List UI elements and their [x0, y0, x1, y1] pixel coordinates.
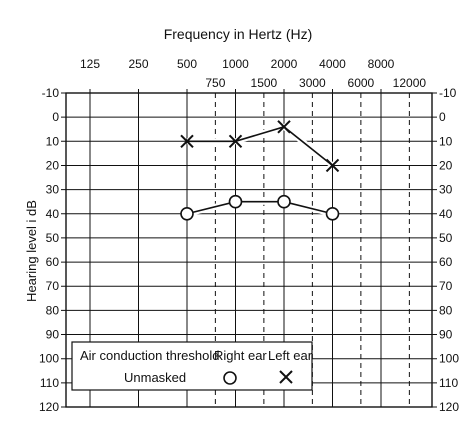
- chart-title: Frequency in Hertz (Hz): [164, 26, 313, 42]
- series-mask: [187, 123, 335, 168]
- x-tick-label-octave: 125: [80, 57, 100, 71]
- y-tick-label-left: -10: [42, 86, 60, 100]
- y-tick-label-right: 50: [439, 231, 453, 245]
- data-point-x: [180, 134, 194, 149]
- y-tick-label-left: 120: [39, 400, 59, 414]
- data-point-circle: [277, 194, 291, 209]
- data-point-circle: [180, 206, 194, 221]
- y-tick-label-left: 10: [46, 134, 60, 148]
- x-tick-label-octave: 250: [128, 57, 148, 71]
- y-tick-label-right: 90: [439, 328, 453, 342]
- y-tick-label-right: 40: [439, 207, 453, 221]
- y-axis-label: Hearing level i dB: [24, 200, 39, 302]
- x-tick-label-octave: 8000: [368, 57, 395, 71]
- y-tick-label-right: 30: [439, 183, 453, 197]
- y-tick-label-right: 80: [439, 303, 453, 317]
- legend-left-ear-label: Left ear: [268, 348, 313, 363]
- x-marker-stroke: [277, 120, 291, 134]
- data-point-x: [277, 120, 291, 134]
- x-tick-label-inter: 3000: [299, 76, 326, 90]
- y-tick-label-left: 70: [46, 279, 60, 293]
- x-tick-label-octave: 1000: [222, 57, 249, 71]
- legend: Air conduction threshold Unmasked Right …: [71, 341, 313, 391]
- y-tick-label-right: -10: [439, 86, 457, 100]
- x-tick-label-inter: 12000: [393, 76, 427, 90]
- data-point-circle: [228, 194, 243, 209]
- series-left-ear: [180, 120, 340, 173]
- y-tick-label-left: 80: [46, 303, 60, 317]
- x-marker-stroke: [180, 134, 194, 149]
- x-tick-label-inter: 6000: [348, 76, 375, 90]
- x-marker-stroke: [228, 134, 243, 149]
- y-tick-label-right: 120: [439, 400, 459, 414]
- y-tick-label-left: 20: [46, 158, 60, 172]
- y-tick-label-left: 50: [46, 231, 60, 245]
- series-line: [187, 125, 333, 167]
- y-tick-label-right: 60: [439, 255, 453, 269]
- series-right-ear: [180, 194, 340, 221]
- y-tick-label-right: 110: [439, 376, 458, 390]
- y-tick-label-left: 30: [46, 183, 60, 197]
- legend-subtitle: Unmasked: [124, 370, 186, 385]
- y-tick-label-left: 40: [46, 207, 60, 221]
- y-tick-label-left: 0: [52, 110, 59, 124]
- tick-labels: -10 -10 0 0 10 10 20 20 30 30 40 40 50 50 60 60 70 70 80 80…: [39, 57, 459, 414]
- x-marker-stroke: [325, 158, 340, 173]
- x-tick-label-inter: 1500: [251, 76, 278, 90]
- x-tick-label-octave: 4000: [319, 57, 346, 71]
- legend-box: [71, 341, 313, 391]
- legend-right-ear-label: Right ear: [214, 348, 267, 363]
- y-tick-label-right: 0: [439, 110, 446, 124]
- data-series: [180, 120, 340, 221]
- legend-title: Air conduction threshold: [80, 348, 219, 363]
- x-tick-label-octave: 2000: [271, 57, 298, 71]
- legend-x-marker: [279, 370, 293, 384]
- data-point-x: [228, 134, 243, 149]
- y-tick-label-left: 60: [46, 255, 60, 269]
- y-tick-label-right: 10: [439, 134, 453, 148]
- x-tick-label-octave: 500: [177, 57, 197, 71]
- y-tick-label-left: 90: [46, 328, 60, 342]
- y-tick-label-left: 110: [40, 376, 59, 390]
- y-tick-label-right: 70: [439, 279, 453, 293]
- data-point-circle: [325, 206, 340, 221]
- y-tick-label-left: 100: [39, 352, 59, 366]
- y-tick-label-right: 20: [439, 158, 453, 172]
- y-tick-label-right: 100: [439, 352, 459, 366]
- x-tick-label-inter: 750: [205, 76, 225, 90]
- series-line: [186, 200, 333, 215]
- data-point-x: [325, 158, 340, 173]
- legend-circle-marker: [223, 371, 237, 385]
